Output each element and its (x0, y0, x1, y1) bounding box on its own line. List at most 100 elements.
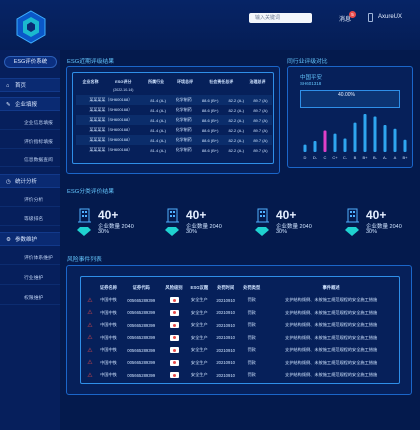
stat-count: 企业数量 2040 (366, 224, 402, 230)
col-header: 风险级别 (165, 285, 183, 290)
table-cell: 89.7 (A) (253, 147, 268, 153)
table-cell: 安全生产 (190, 309, 208, 315)
table-cell: 化学制药 (175, 117, 192, 122)
chart-x-label: B+ (402, 155, 408, 160)
value-box (300, 90, 400, 108)
sidebar-item-parameters[interactable]: ⚙ 参数维护 (0, 232, 60, 246)
table-cell: 安全生产 (190, 334, 208, 340)
sidebar-item-enterprise-info[interactable]: 企业信息填报 (0, 118, 60, 130)
sidebar-item-label: 信息数据查阅 (24, 158, 53, 163)
table-cell: 81.4 (A-) (150, 117, 166, 123)
sidebar-item-ranking[interactable]: 等级排名 (0, 214, 60, 226)
user-name[interactable]: AxureUX (378, 14, 403, 20)
chart-bar (363, 114, 367, 152)
sidebar-item-home[interactable]: ⌂ 首页 (0, 78, 60, 92)
risk-level-badge (169, 359, 179, 366)
sidebar-item-data-review[interactable]: 信息数据查阅 (0, 155, 60, 167)
col-header: 处罚时间 (217, 285, 235, 290)
table-cell (162, 357, 187, 370)
table-cell: 82.2 (A-) (228, 137, 245, 143)
table-cell: 支护结构倾倒、未按施工规范规程的安全施工措施 (285, 334, 378, 340)
chart-x-label: C- (343, 155, 348, 160)
table-cell: 88.6 (B+) (201, 147, 219, 153)
sidebar-item-enterprise-report[interactable]: ✎ 企业填报 (0, 97, 60, 111)
table-cell: 化学制药 (175, 127, 192, 132)
risk-level-badge (169, 347, 179, 354)
table-cell: 005665289399 (127, 360, 156, 366)
stat-number: 40+ (366, 208, 387, 222)
sidebar-item-permission-maint[interactable]: 权限维护 (0, 293, 60, 305)
table-row: 某某某某（SH600168） 81.4 (A-) 化学制药 88.6 (B+) 82.2… (76, 125, 272, 135)
chart-bar (393, 128, 397, 152)
diamond-icon (77, 227, 91, 236)
stat-number: 40+ (186, 208, 207, 222)
table-cell: 安全生产 (190, 347, 208, 353)
stat-number: 40+ (276, 208, 297, 222)
table-cell: 罚款 (247, 297, 256, 303)
risk-level-badge (169, 334, 179, 341)
latest-results-table: 企业名称 ESG评分 所属行业 环境总评 社会责任总评 治理总评 (2022-1… (76, 77, 272, 93)
table-cell: 安全生产 (190, 322, 208, 328)
chart-bar (343, 138, 347, 152)
table-cell (162, 307, 187, 320)
table-row: ⚠ 中国中铁 005665289399 安全生产 20210910 罚款 支护结构倾倒、未按… (84, 307, 398, 320)
table-cell: 罚款 (247, 372, 256, 378)
table-cell: 81.4 (A-) (150, 107, 166, 113)
table-cell (162, 294, 187, 307)
sidebar-item-index-report[interactable]: 评价指标填报 (0, 137, 60, 149)
sidebar-item-label: 等级排名 (24, 217, 44, 222)
sidebar-item-industry-maint[interactable]: 行业维护 (0, 273, 60, 285)
table-row: ⚠ 中国中铁 005665289399 安全生产 20210910 罚款 支护结构倾倒、未按… (84, 294, 398, 307)
table-cell: 化学制药 (175, 147, 192, 152)
sidebar-item-label: 首页 (15, 83, 27, 89)
system-title: ESG评价系统 (4, 56, 57, 68)
risk-events-table: 证券名称 证券代码 风险级别 ESG议题 处罚时间 处罚类型 事件概述 ⚠ 中国中铁 005665… (84, 282, 398, 382)
table-cell: 88.6 (B+) (201, 97, 219, 103)
logo-icon (16, 10, 46, 44)
chart-bar (373, 116, 377, 152)
stat-percent: 30% (276, 229, 288, 235)
chart-bar (323, 130, 327, 152)
table-cell: 20210910 (216, 360, 235, 366)
sidebar-item-evaluation-analysis[interactable]: 评价分析 (0, 195, 60, 207)
table-cell: 支护结构倾倒、未按施工规范规程的安全施工措施 (285, 359, 378, 365)
col-header: 环境总评 (177, 78, 194, 84)
user-device-icon (368, 13, 373, 22)
clock-icon: ◷ (6, 179, 11, 185)
chart-x-label: B- (373, 155, 378, 160)
table-row: ⚠ 中国中铁 005665289399 安全生产 20210910 罚款 支护结构倾倒、未按… (84, 319, 398, 332)
table-cell: 89.7 (A) (253, 107, 268, 113)
stat-count: 企业数量 2040 (98, 224, 134, 230)
table-cell: 005665289399 (127, 310, 156, 316)
risk-level-badge (169, 297, 179, 304)
table-cell: 82.2 (A-) (228, 147, 245, 153)
sidebar-item-system-maint[interactable]: 评价体系维护 (0, 253, 60, 265)
table-cell: 005665289399 (127, 372, 156, 378)
table-row: 某某某某（SH600168） 81.4 (A-) 化学制药 88.6 (B+) 82.2… (76, 95, 272, 105)
table-row: 某某某某（SH600168） 81.4 (A-) 化学制药 88.6 (B+) 82.2… (76, 115, 272, 125)
gear-icon: ⚙ (6, 237, 11, 243)
message-label[interactable]: 消息 (339, 17, 352, 23)
table-cell: 支护结构倾倒、未按施工规范规程的安全施工措施 (285, 322, 378, 328)
table-cell: 某某某某（SH600168） (89, 107, 133, 112)
alert-icon: ⚠ (87, 347, 93, 354)
table-cell: 罚款 (247, 359, 256, 365)
col-header: 治理总评 (249, 78, 266, 84)
table-cell: 82.2 (A-) (228, 117, 245, 123)
search-input[interactable]: 输入关键词 (249, 13, 312, 23)
table-cell: 化学制药 (175, 107, 192, 112)
chart-x-label: C (324, 155, 327, 160)
sidebar-item-label: 统计分析 (15, 179, 38, 185)
industry-bar-chart: D D- C C+ C- B B+ B- A- A B+ (303, 114, 408, 160)
alert-icon: ⚠ (87, 310, 93, 317)
stat-percent: 30% (366, 229, 378, 235)
table-row: 某某某某（SH600168） 81.4 (A-) 化学制药 88.6 (B+) 82.2… (76, 135, 272, 145)
table-row: 某某某某（SH600168） 81.4 (A-) 化学制药 88.6 (B+) 82.2… (76, 145, 272, 155)
table-cell: 005665289399 (127, 297, 156, 303)
table-row: ⚠ 中国中铁 005665289399 安全生产 20210910 罚款 支护结构倾倒、未按… (84, 332, 398, 345)
sidebar-item-statistics[interactable]: ◷ 统计分析 (0, 174, 60, 188)
table-cell: 88.6 (B+) (201, 107, 219, 113)
table-cell: 支护结构倾倒、未按施工规范规程的安全施工措施 (285, 347, 378, 353)
col-header: ESG评分 (115, 78, 132, 84)
stat-percent: 30% (186, 229, 198, 235)
